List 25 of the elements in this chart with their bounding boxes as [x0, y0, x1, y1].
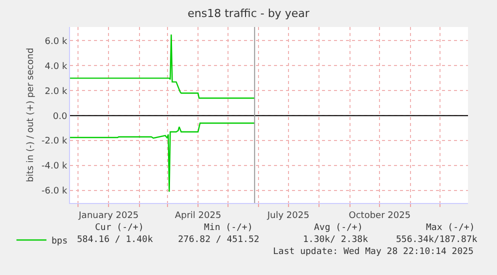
x-tick-label: October 2025: [348, 210, 411, 221]
line-series: [70, 34, 256, 99]
text: 1.30k/ 2.38k: [303, 235, 369, 245]
y-tick-label: 0.0: [52, 112, 68, 122]
text: Max (-/+): [426, 223, 475, 233]
x-tick-label: July 2025: [266, 210, 310, 221]
y-tick-label: 4.0 k: [44, 62, 68, 72]
chart-title: ens18 traffic - by year: [188, 6, 310, 20]
text: Cur (-/+): [95, 223, 144, 233]
legend-label: bps: [51, 236, 68, 247]
y-tick-label: -4.0 k: [42, 162, 68, 172]
y-tick-label: 2.0 k: [44, 86, 68, 97]
y-tick-label: 6.0 k: [44, 36, 68, 47]
text: 584.16 / 1.40k: [77, 235, 154, 245]
text: Last update: Wed May 28 22:10:14 2025: [273, 247, 474, 257]
text: Min (-/+): [204, 223, 253, 233]
text: 276.82 / 451.52: [178, 235, 260, 245]
y-axis-title: bits in (-) / out (+) per second: [26, 48, 36, 182]
text: Avg (-/+): [314, 223, 363, 233]
x-tick-label: January 2025: [78, 210, 139, 221]
x-tick-label: April 2025: [174, 210, 222, 221]
line-series: [70, 122, 256, 192]
y-tick-label: -2.0 k: [42, 136, 68, 147]
text: 556.34k/187.87k: [396, 235, 478, 245]
y-tick-label: -6.0 k: [42, 186, 68, 197]
